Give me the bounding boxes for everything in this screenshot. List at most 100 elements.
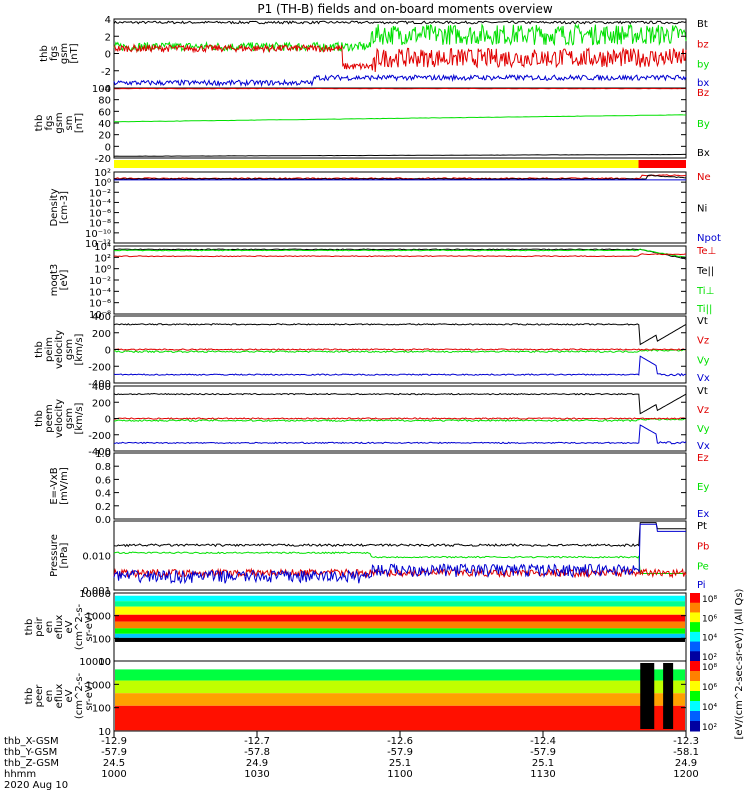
peim-ylabel: peim [44, 337, 55, 362]
fgs_sm-legend-Bx: Bx [697, 148, 710, 159]
density-ylabel: [cm-3] [59, 191, 70, 224]
mode-bar-segment-1 [638, 160, 686, 168]
colorbar-swatch [690, 701, 700, 712]
fgs_sm-ytick-label: 20 [98, 131, 111, 142]
density-ytick-label: 10⁻² [89, 188, 111, 199]
colorbar-swatch [690, 593, 700, 604]
peim-ytick-label: 200 [92, 329, 111, 340]
fgs_sm-ylabel: gsm [54, 112, 65, 133]
pressure-pe-line [113, 551, 686, 574]
efield-ytick-label: 0.0 [95, 515, 111, 526]
fgs-legend-bz: bz [697, 39, 709, 50]
x-gsm-value: -12.9 [101, 736, 127, 747]
temp-legend-Te⊥: Te⊥ [696, 246, 716, 257]
hhmm-tick-label: 1200 [673, 769, 698, 780]
colorbar-tick-label: 10⁴ [702, 634, 717, 644]
peer-ylabel: thb [24, 688, 35, 705]
colorbar-tick-label: 10² [702, 723, 717, 733]
fgs_sm-legend-By: By [697, 119, 710, 130]
temp-legend-Ti⊥: Ti⊥ [696, 286, 714, 297]
z-gsm-value: 24.5 [103, 758, 125, 769]
fgs-ylabel: gsm [59, 43, 70, 64]
temp-ylabel: moqt3 [49, 264, 60, 297]
fgs_sm-ytick-label: -20 [95, 154, 111, 165]
efield-ytick-label: 1.0 [95, 449, 111, 460]
density-ytick-label: 10⁻¹² [85, 239, 111, 250]
peem-vt-line [113, 392, 687, 415]
peim-ytick-label: -200 [88, 362, 111, 373]
colorbar-tick-label: 10⁸ [702, 663, 717, 673]
fgs-ytick-label: 2 [105, 32, 111, 43]
peer-ylabel: en [44, 690, 55, 703]
peer-ytick-label: 1000 [86, 680, 111, 691]
peir-ylabel: en [44, 621, 55, 634]
pressure-legend-Pt: Pt [697, 521, 707, 532]
peir-ylabel: eflux [54, 615, 65, 640]
peir-ytick-label: 100 [92, 634, 111, 645]
colorbar-tick-label: 10⁶ [702, 614, 717, 624]
date-label: 2020 Aug 10 [4, 780, 68, 791]
temp-ti-line [113, 248, 687, 258]
colorbar-swatch [690, 612, 700, 623]
mode-bar-segment-0 [114, 160, 639, 168]
colorbar-swatch [690, 691, 700, 702]
peem-ytick-label: 400 [92, 382, 111, 393]
efield-ytick-label: 0.4 [95, 489, 111, 500]
temp-ytick-label: 10⁻⁸ [89, 310, 111, 321]
peer-ylabel: sr-eV) [84, 681, 95, 710]
pressure-ylabel: [nPa] [59, 542, 70, 568]
fgs-legend-Bt: Bt [697, 19, 708, 30]
pressure-ylabel: Pressure [49, 534, 60, 577]
peir-band-3 [115, 614, 685, 622]
peir-ytick-label: 10 [98, 657, 111, 668]
panel-peir: 10000 1000 100 10 thb peir en eflux eV (cm^2-s-sr… [24, 589, 687, 668]
peir-band-2 [115, 606, 685, 615]
fgs-sm-by-line [114, 114, 687, 123]
fgs_sm-ytick-label: 80 [98, 96, 111, 107]
peer-ytick-label: 100 [92, 704, 111, 715]
plot-title: P1 (TH-B) fields and on-board moments ov… [257, 2, 553, 16]
density-legend-Npot: Npot [697, 233, 721, 244]
peem-legend-Vx: Vx [697, 441, 710, 452]
fgs_sm-ylabel: fgs [44, 115, 55, 130]
fgs-legend-by: by [697, 60, 709, 71]
colorbar-swatch [690, 711, 700, 722]
panel-mode-bar [114, 160, 686, 168]
peem-ylabel: thb [34, 410, 45, 427]
pressure-pt-line [113, 522, 686, 548]
peim-vx-line [113, 355, 686, 377]
peim-ytick-label: 0 [105, 346, 111, 357]
colorbar-swatch [690, 721, 700, 732]
peir-ylabel: eV [64, 620, 75, 633]
efield-legend-Ey: Ey [697, 482, 709, 493]
fgs-bz-line [113, 43, 687, 73]
peem-ylabel: [km/s] [74, 402, 85, 434]
peim-legend-Vz: Vz [697, 336, 709, 347]
efield-ytick-label: 0.2 [95, 502, 111, 513]
peir-band-0 [115, 595, 685, 602]
colorbar-swatch [690, 681, 700, 692]
peem-ylabel: velocity [54, 399, 65, 438]
peim-ylabel: velocity [54, 330, 65, 369]
fgs_sm-ylabel: thb [34, 115, 45, 132]
fgs_sm-ytick-label: 0 [105, 142, 111, 153]
density-frame [113, 171, 687, 244]
density-ytick-label: 10⁻⁸ [89, 219, 111, 230]
fgs_sm-ytick-label: 100 [92, 84, 111, 95]
efield-frame [113, 452, 687, 520]
peem-ylabel: peem [44, 404, 55, 432]
peir-band-4 [115, 621, 685, 629]
peir-ylabel: peir [34, 616, 45, 636]
temp-ytick-label: 10⁰ [94, 265, 111, 276]
fgs-bx-line [113, 73, 687, 88]
x-row-label: thb_Y-GSM [4, 747, 57, 758]
y-gsm-value: -58.1 [673, 747, 699, 758]
peim-ytick-label: -400 [88, 379, 111, 390]
fgs-sm-bx-line [113, 153, 686, 157]
efield-ytick-label: 0.8 [95, 462, 111, 473]
x-gsm-value: -12.6 [387, 736, 413, 747]
